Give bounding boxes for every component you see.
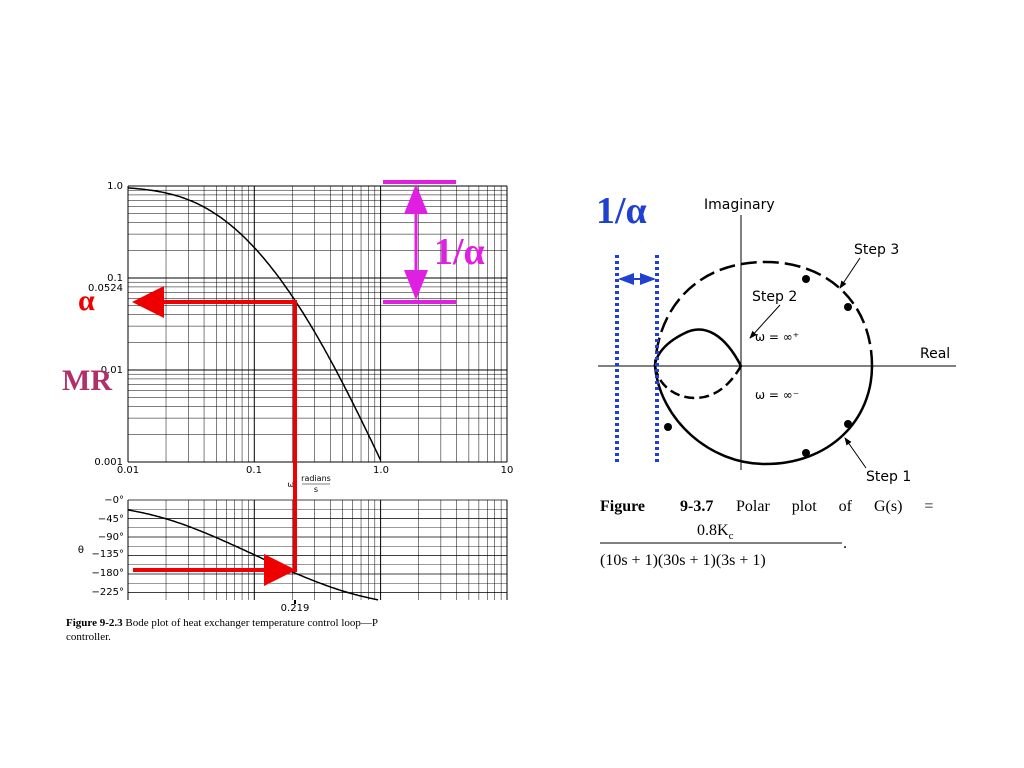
step3: Step 3 [854,242,899,258]
cap-num: 9-3.7 [680,498,713,515]
cap-label: Figure [600,498,645,515]
real: Real [920,346,950,362]
period: . [843,535,847,552]
freq-tick: 0.1 [246,465,262,476]
alpha-value: 0.0524 [88,283,123,294]
mag-tick: 1.0 [107,181,123,192]
small-loop-neg [653,365,743,400]
freq-tick: 10 [501,465,514,476]
polar-labels: Imaginary Real Step 3 Step 2 Step 1 ω = … [704,197,950,485]
phase-tick: −135° [92,549,124,560]
num-sub: c [729,530,734,542]
unit-num: radians [301,474,331,483]
unit-den: s [314,485,318,494]
caption-label: Figure 9-2.3 [66,617,123,629]
pointer [844,437,867,469]
polar-plot: 1/α Imaginary Real Step 3 Step 2 Step 1 … [596,190,956,485]
phase-tick: −90° [98,532,124,543]
polar-curve-neg [653,260,874,367]
numerator: 0.8Kc [697,522,734,542]
num: 0.8K [697,522,729,539]
omega-plus: ω = ∞⁺ [755,330,799,344]
phase-tick: −45° [98,514,124,525]
omega-minus: ω = ∞⁻ [755,388,799,402]
mag-tick: 0.01 [101,365,123,376]
phase-tick: −180° [92,568,124,579]
step1: Step 1 [866,469,911,485]
gm-label: 1/α [434,231,485,273]
denominator: (10s + 1)(30s + 1)(3s + 1) [600,552,766,569]
freq-tick: 1.0 [373,465,389,476]
phase-curve [127,509,379,601]
cap-text: Polar plot of G(s) = [736,498,933,515]
pointer [839,257,861,289]
freq-labels: 0.01 0.1 1.0 10 ω, radians s 0.219 [117,465,514,614]
step2: Step 2 [752,289,797,305]
mag-tick: 0.1 [107,273,123,284]
imag: Imaginary [704,197,775,213]
polar-curve [653,365,874,466]
caption-text: Bode plot of heat exchanger temperature … [125,617,378,629]
magnitude-curve [127,187,382,461]
gm-label: 1/α [596,190,647,232]
points [664,275,852,457]
caption: Figure 9-2.3 Bode plot of heat exchanger… [66,617,378,629]
phase-axis: θ [78,545,84,556]
mag-tick: 0.001 [94,457,123,468]
phase-tick: −0° [104,495,124,506]
omega-label: ω, [287,480,296,489]
small-loop [653,328,743,367]
polar-caption: Figure 9-3.7 Polar plot of G(s) = 0.8Kc … [600,498,933,569]
alpha-label: α [78,284,95,317]
caption-2: controller. [66,631,111,643]
pointer [749,304,781,339]
bode-grid [127,185,508,600]
bode-labels: 1.0 0.1 0.01 0.001 0.0524 −0° −45° −90° … [78,181,124,598]
crossover: 0.219 [281,603,310,614]
phase-tick: −225° [92,587,124,598]
mr-label: MR [62,364,112,397]
freq-tick: 0.01 [117,465,139,476]
